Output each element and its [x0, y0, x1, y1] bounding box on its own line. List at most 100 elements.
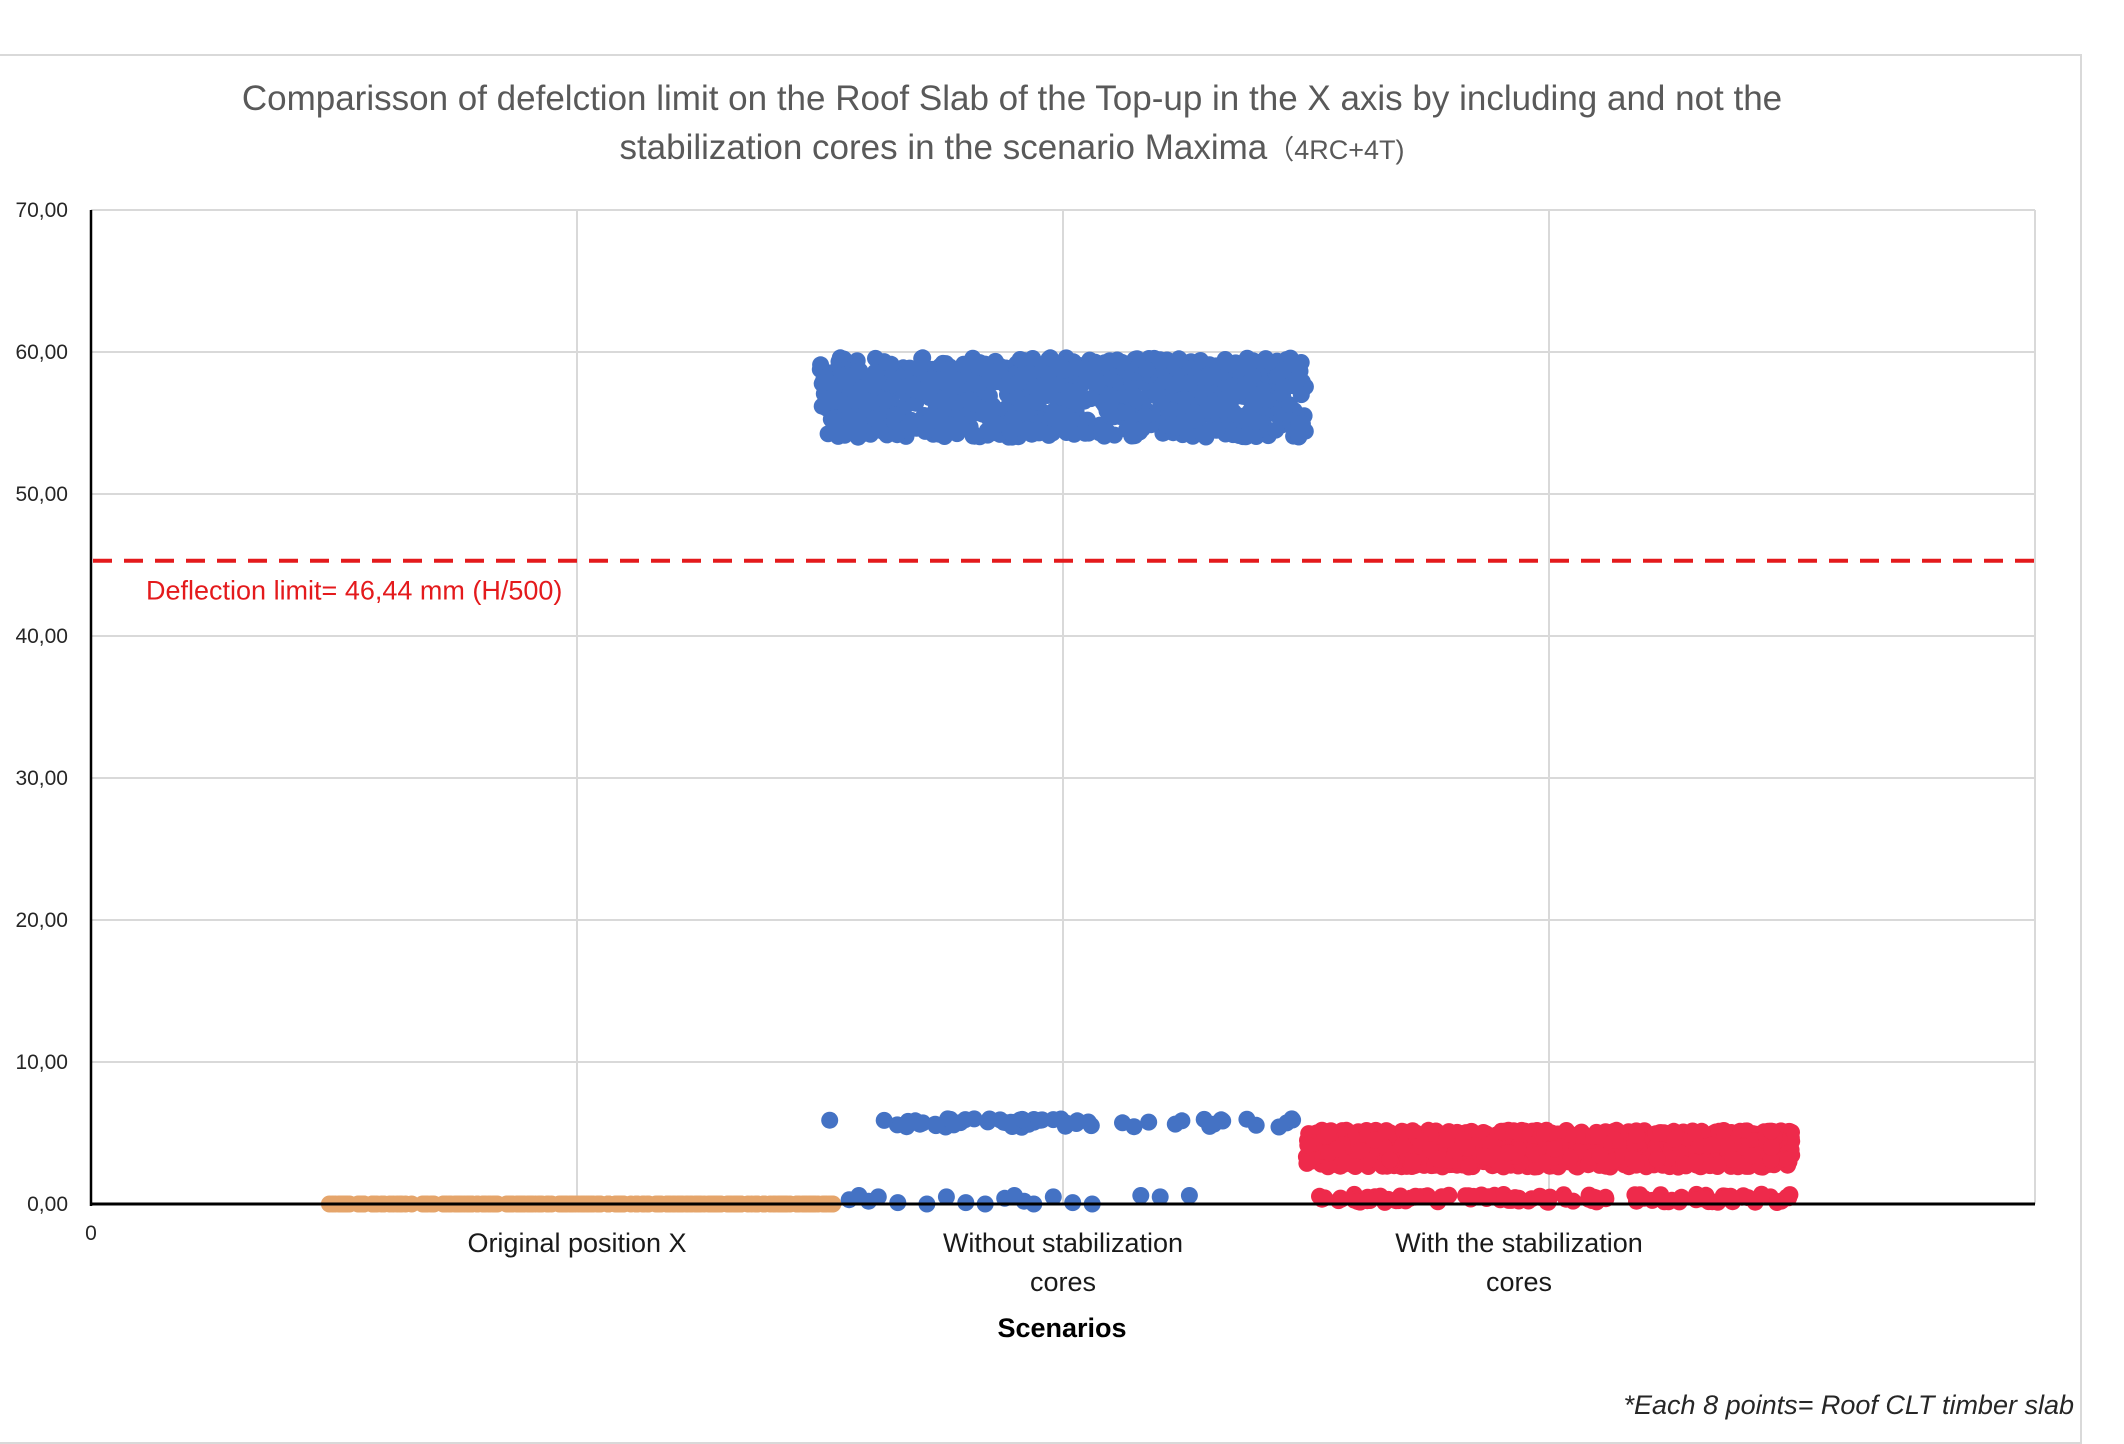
data-point: [1099, 386, 1117, 404]
y-tick-label: 10,00: [15, 1051, 68, 1074]
axis-layer: 0,00 10,00 20,00 30,00 40,00 50,00 60,00 70,00 O…: [15, 199, 2035, 1297]
data-point: [1151, 1188, 1169, 1206]
x-axis-label: Scenarios: [997, 1313, 1126, 1343]
data-point: [997, 377, 1015, 395]
category-label: Without stabilization: [943, 1228, 1183, 1258]
data-point: [1047, 410, 1065, 428]
data-point: [1479, 1188, 1497, 1206]
data-point: [1590, 1127, 1607, 1145]
data-point: [1762, 1151, 1780, 1169]
data-point: [1247, 1116, 1265, 1134]
data-point: [1320, 1123, 1338, 1141]
data-point: [1082, 1117, 1100, 1135]
data-point: [1666, 1130, 1684, 1148]
y-tick-label: 70,00: [15, 199, 68, 222]
data-point: [1170, 350, 1188, 368]
data-point: [866, 410, 884, 428]
data-point: [940, 416, 958, 434]
data-point: [1503, 1191, 1520, 1209]
data-point: [1114, 1114, 1131, 1132]
y-tick-label: 30,00: [15, 767, 68, 790]
data-point: [1505, 1122, 1523, 1140]
data-point: [862, 393, 880, 411]
data-series: [840, 1187, 1198, 1213]
data-point: [1360, 1191, 1378, 1209]
data-point: [966, 427, 984, 445]
data-series: [1297, 1121, 1801, 1176]
data-point: [898, 1118, 916, 1136]
data-point: [981, 400, 999, 418]
data-point: [1404, 1153, 1422, 1171]
data-point: [1214, 1112, 1232, 1130]
data-point: [1583, 1192, 1601, 1209]
data-point: [1138, 361, 1156, 379]
data-point: [1628, 1126, 1646, 1144]
data-point: [869, 1188, 887, 1206]
data-point: [1247, 413, 1265, 431]
data-point: [1166, 1115, 1184, 1133]
data-point: [1690, 1137, 1708, 1155]
data-point: [841, 367, 859, 385]
data-point: [875, 1111, 893, 1129]
data-point: [1281, 396, 1298, 414]
chart-title-line-2: stabilization cores in the scenario Maxi…: [619, 128, 1404, 167]
data-point: [1180, 1187, 1198, 1204]
data-series: [811, 349, 1314, 446]
data-point: [1717, 1136, 1735, 1154]
data-point: [1014, 396, 1032, 414]
data-point: [882, 355, 900, 373]
data-point: [1652, 1124, 1670, 1142]
footnote: *Each 8 points= Roof CLT timber slab: [1624, 1390, 2074, 1420]
data-point: [1549, 1125, 1567, 1143]
data-point: [982, 362, 999, 380]
data-point: [1068, 382, 1086, 400]
data-point: [1216, 351, 1234, 368]
data-point: [1283, 1110, 1301, 1128]
data-point: [1722, 1187, 1740, 1205]
data-point: [1626, 1186, 1644, 1204]
data-point: [1724, 1150, 1742, 1168]
data-point: [1199, 369, 1217, 387]
chart-title-main: stabilization cores in the scenario Maxi…: [619, 128, 1267, 167]
data-point: [1208, 421, 1226, 439]
data-point: [1011, 351, 1029, 368]
category-label: With the stabilization: [1395, 1228, 1643, 1258]
data-point: [1743, 1147, 1761, 1165]
data-point: [960, 391, 978, 409]
data-point: [1673, 1188, 1690, 1206]
data-point: [1108, 351, 1126, 369]
chart-title-line-1: Comparisson of defelction limit on the R…: [242, 79, 1782, 118]
data-point: [1245, 396, 1263, 413]
data-point: [1440, 1186, 1458, 1204]
data-point: [1381, 1151, 1399, 1169]
data-point: [1275, 378, 1293, 396]
data-point: [952, 415, 970, 433]
data-point: [821, 1111, 839, 1129]
data-point: [947, 394, 965, 412]
data-point: [1546, 1140, 1563, 1158]
data-point: [951, 1114, 969, 1132]
data-point: [1709, 1156, 1727, 1173]
data-point: [1404, 1122, 1422, 1140]
x-origin-label: 0: [85, 1222, 97, 1245]
data-point: [849, 423, 867, 441]
data-point: [1677, 1157, 1695, 1175]
data-point: [1121, 420, 1139, 438]
data-point: [1270, 1118, 1288, 1136]
data-point: [1213, 395, 1231, 413]
data-point: [900, 377, 918, 395]
data-point: [1460, 1158, 1478, 1176]
data-point: [1753, 1185, 1770, 1203]
data-point: [1056, 361, 1074, 379]
data-point: [1624, 1150, 1642, 1168]
data-point: [932, 392, 950, 410]
data-point: [1539, 1193, 1557, 1211]
data-point: [1290, 428, 1308, 446]
data-point: [1013, 1110, 1031, 1128]
data-point: [1079, 411, 1096, 429]
data-point: [1352, 1142, 1370, 1160]
data-point: [820, 373, 838, 391]
threshold-layer: Deflection limit= 46,44 mm (H/500): [93, 558, 2035, 606]
data-point: [1438, 1131, 1455, 1149]
